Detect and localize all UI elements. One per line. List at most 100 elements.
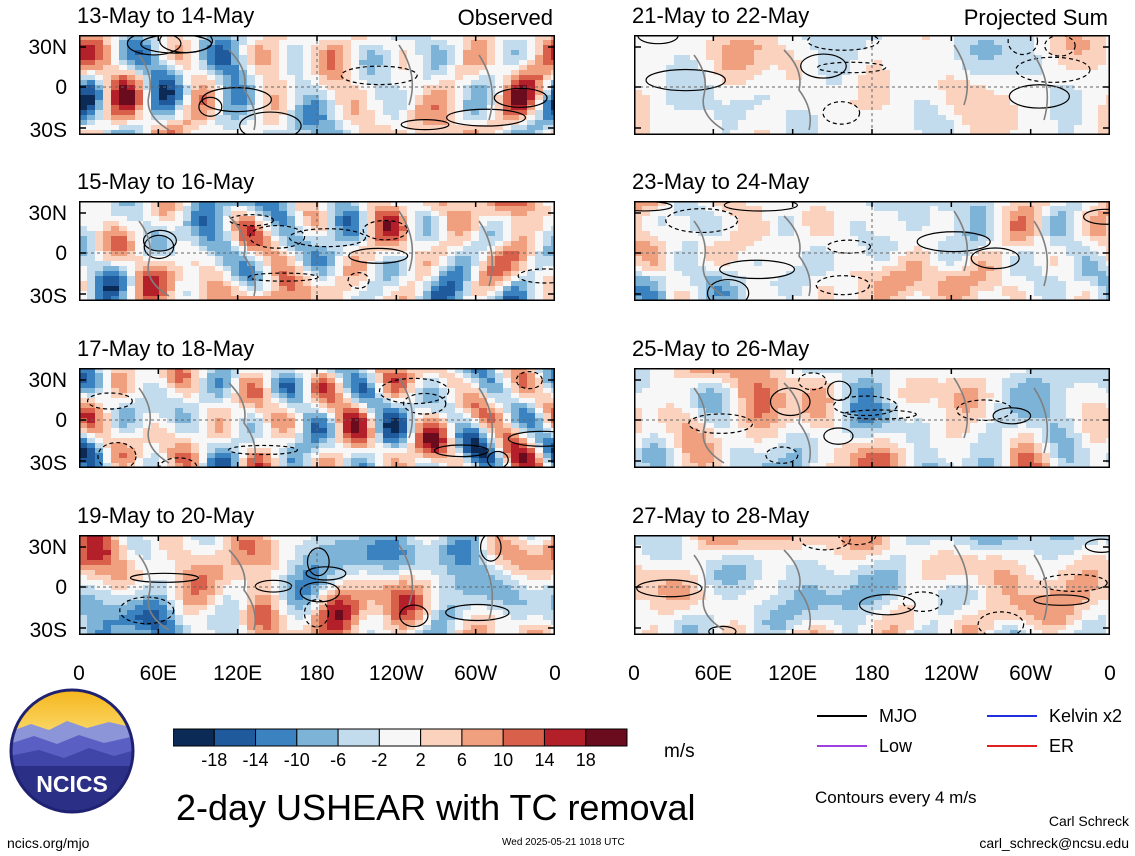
y-tick-label: 0 (55, 76, 67, 99)
colorbar-tick-label: 18 (575, 750, 596, 770)
colorbar-tick-label: -2 (371, 750, 388, 770)
mjo-contour (708, 625, 737, 635)
mjo-contour (86, 392, 133, 410)
mjo-contour (1039, 573, 1108, 592)
colorbar-tick-label: -10 (283, 750, 310, 770)
x-tick-label: 60W (454, 662, 498, 685)
mjo-contour (306, 547, 330, 577)
colorbar-tick-label: 6 (456, 750, 467, 770)
shear-map (79, 201, 555, 301)
mjo-contour (249, 224, 306, 249)
author-email: carl_schreck@ncsu.edu (979, 835, 1129, 851)
x-tick-label: 0 (1104, 662, 1116, 685)
panel-period-title: 21-May to 22-May (632, 3, 810, 28)
x-tick-label: 0 (549, 662, 561, 685)
mjo-contour (842, 409, 917, 420)
x-tick-label: 180 (854, 662, 890, 685)
mjo-contour (800, 53, 847, 79)
panel-period-title: 27-May to 28-May (632, 503, 810, 528)
mjo-contour (347, 272, 370, 289)
coastline (693, 44, 1049, 131)
map-panel (634, 368, 1110, 468)
mjo-contour (305, 566, 347, 581)
legend-line-swatch (817, 715, 867, 717)
mjo-contour (822, 101, 861, 125)
timestamp: Wed 2025-05-21 1018 UTC (502, 837, 625, 848)
mjo-contour (970, 247, 1020, 270)
mjo-contour (977, 611, 1025, 635)
legend-item: Low (817, 737, 912, 755)
mjo-contour (1008, 84, 1070, 109)
y-tick-label: 30S (29, 285, 67, 308)
site-url: ncics.org/mjo (7, 835, 90, 851)
x-tick-label: 60E (694, 662, 733, 685)
y-tick-label: 0 (55, 242, 67, 265)
colorbar (173, 728, 628, 747)
mjo-contour (515, 371, 543, 390)
colorbar-tick-label: -6 (330, 750, 347, 770)
colorbar-swatch (461, 728, 504, 747)
panel-period-title: 19-May to 20-May (77, 503, 255, 528)
mjo-contour (799, 535, 851, 551)
mjo-contour (400, 119, 450, 131)
mjo-contour (340, 65, 418, 86)
logo-text: NCICS (36, 771, 108, 797)
x-tick-label: 120E (213, 662, 263, 685)
coastline (138, 210, 494, 297)
panel-period-title: 15-May to 16-May (77, 169, 255, 194)
panel-period-title: 25-May to 26-May (632, 336, 810, 361)
mjo-contour (827, 380, 852, 401)
x-tick-label: 120E (768, 662, 818, 685)
mjo-contour (1007, 35, 1039, 56)
colorbar-swatch (337, 728, 380, 747)
colorbar-swatch (420, 728, 463, 747)
mjo-contour (402, 392, 447, 415)
mjo-contour (129, 572, 200, 583)
coastline (138, 377, 494, 464)
mjo-contour (858, 594, 916, 616)
colorbar-swatch (296, 728, 339, 747)
mjo-contour (126, 35, 182, 56)
colorbar-swatch (502, 728, 545, 747)
x-tick-label: 60E (139, 662, 178, 685)
mjo-contour (832, 395, 898, 417)
colorbar-swatch (173, 728, 215, 747)
column-label: Projected Sum (963, 5, 1108, 30)
mjo-contour (433, 444, 489, 458)
mjo-contour (1044, 35, 1076, 57)
mjo-contour (916, 231, 991, 253)
mjo-contour (227, 444, 298, 456)
mjo-contour (248, 272, 319, 282)
legend-label: Kelvin x2 (1049, 706, 1123, 726)
mjo-contour (299, 581, 341, 603)
legend-line-swatch (817, 745, 867, 747)
legend-label: Low (879, 736, 913, 756)
map-panel (79, 535, 555, 635)
mjo-contour (769, 387, 811, 417)
map-panel (79, 201, 555, 301)
y-tick-label: 30N (28, 536, 67, 559)
x-tick-label: 120W (368, 662, 424, 685)
shear-map (79, 368, 555, 468)
mjo-contour (902, 591, 943, 612)
mjo-contour (507, 430, 555, 447)
mjo-contour (143, 234, 175, 260)
shear-map (79, 535, 555, 635)
mjo-contour (493, 87, 548, 108)
colorbar-swatch (255, 728, 298, 747)
x-tick-label: 120W (923, 662, 979, 685)
mjo-contour (378, 377, 450, 405)
mjo-contour (636, 579, 703, 598)
mjo-contour (486, 450, 509, 468)
shear-map (79, 35, 555, 135)
mjo-contour (446, 108, 527, 127)
mjo-contour (817, 61, 887, 74)
mjo-contour (479, 535, 502, 562)
colorbar-tick-label: 10 (493, 750, 514, 770)
colorbar-swatch (543, 728, 587, 747)
y-tick-label: 0 (55, 576, 67, 599)
x-tick-label: 0 (628, 662, 640, 685)
coastline (138, 44, 494, 131)
mjo-contour (1082, 208, 1110, 225)
mjo-contour (706, 278, 750, 301)
